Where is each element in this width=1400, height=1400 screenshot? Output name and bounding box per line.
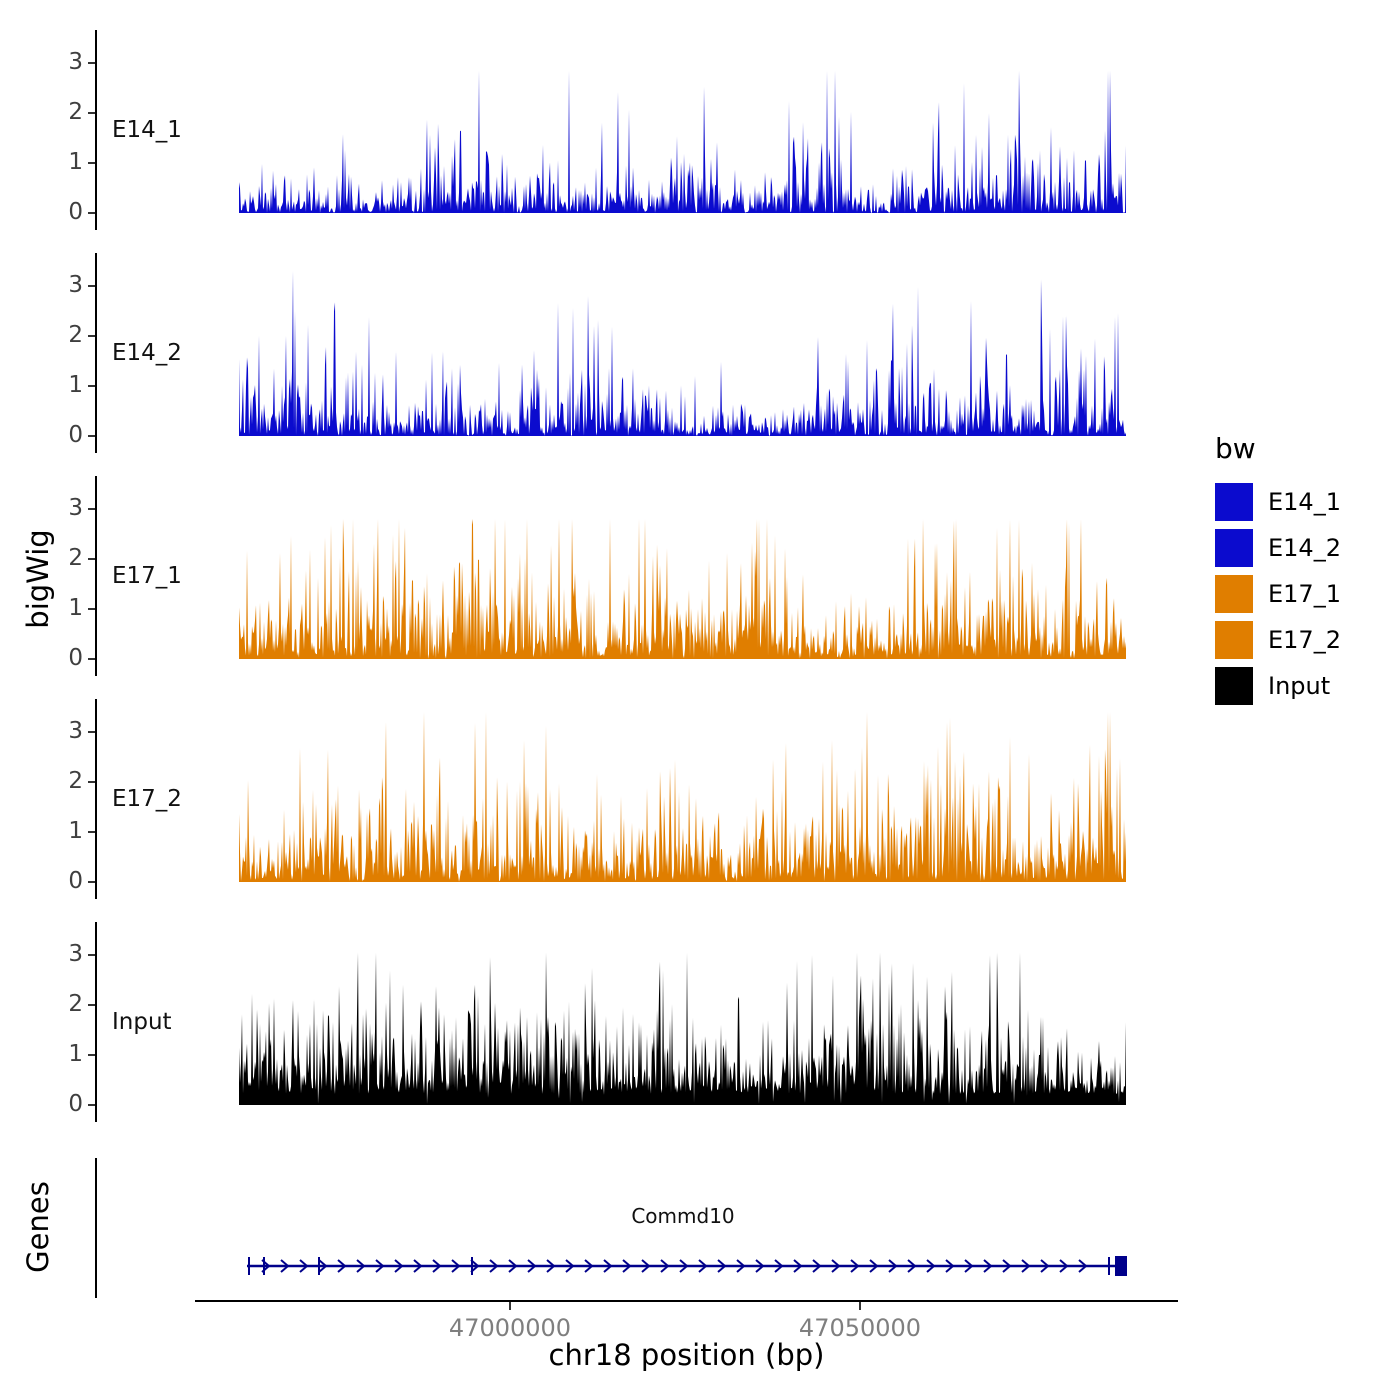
x-tick-label: 47050000 xyxy=(798,1314,922,1342)
y-tick-mark xyxy=(88,435,95,437)
y-tick-label: 1 xyxy=(68,595,83,621)
legend-key xyxy=(1215,483,1253,521)
y-tick-mark xyxy=(88,1054,95,1056)
legend-label: E14_1 xyxy=(1268,488,1341,516)
legend: bw E14_1 E14_2 E17_1 E17_2 Input xyxy=(1215,432,1341,713)
x-axis-title: chr18 position (bp) xyxy=(548,1338,825,1372)
y-tick-label: 0 xyxy=(68,1091,83,1117)
gene-model-graphic xyxy=(247,1256,1127,1276)
x-tick-mark xyxy=(509,1302,511,1310)
x-tick-mark xyxy=(859,1302,861,1310)
legend-key xyxy=(1215,575,1253,613)
coverage-signal-E17_1 xyxy=(239,519,1126,659)
y-tick-label: 3 xyxy=(68,718,83,744)
y-tick-mark xyxy=(88,608,95,610)
track-label: E17_1 xyxy=(112,563,182,589)
legend-entry: Input xyxy=(1215,667,1341,705)
y-tick-label: 2 xyxy=(68,99,83,125)
legend-title: bw xyxy=(1215,432,1256,465)
y-tick-label: 0 xyxy=(68,199,83,225)
track-panel-E17_2: E17_2 0 1 2 3 xyxy=(68,699,1180,899)
coverage-signal-E14_1 xyxy=(239,70,1126,213)
y-tick-mark xyxy=(88,658,95,660)
y-tick-label: 3 xyxy=(68,49,83,75)
y-tick-label: 1 xyxy=(68,149,83,175)
y-tick-label: 1 xyxy=(68,372,83,398)
gene-name-label: Commd10 xyxy=(631,1204,735,1228)
y-tick-label: 1 xyxy=(68,818,83,844)
legend-label: E17_2 xyxy=(1268,626,1341,654)
legend-label: Input xyxy=(1268,672,1331,700)
y-tick-label: 2 xyxy=(68,991,83,1017)
coverage-signal-E17_2 xyxy=(239,712,1126,882)
y-tick-mark xyxy=(88,162,95,164)
x-tick-label: 47000000 xyxy=(448,1314,572,1342)
track-panel-E14_1: E14_1 0 1 2 3 xyxy=(68,30,1180,230)
legend-entry: E17_1 xyxy=(1215,575,1341,613)
track-label: E14_1 xyxy=(112,117,182,143)
y-tick-mark xyxy=(88,1104,95,1106)
y-tick-mark xyxy=(88,881,95,883)
y-tick-mark xyxy=(88,335,95,337)
y-tick-mark xyxy=(88,62,95,64)
y-axis-title-bigwig: bigWig xyxy=(21,529,55,629)
y-tick-mark xyxy=(88,508,95,510)
y-tick-mark xyxy=(88,831,95,833)
y-tick-mark xyxy=(88,385,95,387)
coverage-signal-Input xyxy=(239,952,1126,1105)
y-tick-label: 1 xyxy=(68,1041,83,1067)
track-panel-E14_2: E14_2 0 1 2 3 xyxy=(68,253,1180,453)
y-tick-label: 2 xyxy=(68,322,83,348)
y-tick-label: 2 xyxy=(68,545,83,571)
y-tick-label: 0 xyxy=(68,645,83,671)
legend-entry: E17_2 xyxy=(1215,621,1341,659)
legend-key xyxy=(1215,667,1253,705)
y-tick-mark xyxy=(88,212,95,214)
coverage-signal-E14_2 xyxy=(239,271,1126,436)
y-tick-label: 3 xyxy=(68,495,83,521)
y-axis-title-genes: Genes xyxy=(21,1181,55,1273)
y-tick-mark xyxy=(88,558,95,560)
track-panel-E17_1: E17_1 0 1 2 3 xyxy=(68,476,1180,676)
y-tick-mark xyxy=(88,1004,95,1006)
y-tick-label: 0 xyxy=(68,868,83,894)
x-axis: 47000000 47050000 xyxy=(195,1300,1178,1360)
y-tick-mark xyxy=(88,112,95,114)
y-tick-label: 3 xyxy=(68,941,83,967)
y-tick-mark xyxy=(88,781,95,783)
legend-label: E17_1 xyxy=(1268,580,1341,608)
track-label: E14_2 xyxy=(112,340,182,366)
track-label: Input xyxy=(112,1009,172,1035)
legend-label: E14_2 xyxy=(1268,534,1341,562)
y-tick-mark xyxy=(88,954,95,956)
x-axis-line xyxy=(195,1300,1178,1302)
legend-entry: E14_1 xyxy=(1215,483,1341,521)
track-label: E17_2 xyxy=(112,786,182,812)
genes-track-panel: Commd10 xyxy=(95,1158,1180,1298)
legend-entries: E14_1 E14_2 E17_1 E17_2 Input xyxy=(1215,483,1341,705)
legend-key xyxy=(1215,529,1253,567)
track-panel-Input: Input 0 1 2 3 xyxy=(68,922,1180,1122)
y-tick-mark xyxy=(88,731,95,733)
y-tick-label: 3 xyxy=(68,272,83,298)
coverage-track-panels: E14_1 0 1 2 3 E14_2 0 1 2 3 E17_1 0 1 2 3 E17_2 0 1 2 3 Inpu… xyxy=(68,30,1180,1145)
y-tick-label: 0 xyxy=(68,422,83,448)
y-tick-mark xyxy=(88,285,95,287)
y-tick-label: 2 xyxy=(68,768,83,794)
legend-entry: E14_2 xyxy=(1215,529,1341,567)
legend-key xyxy=(1215,621,1253,659)
